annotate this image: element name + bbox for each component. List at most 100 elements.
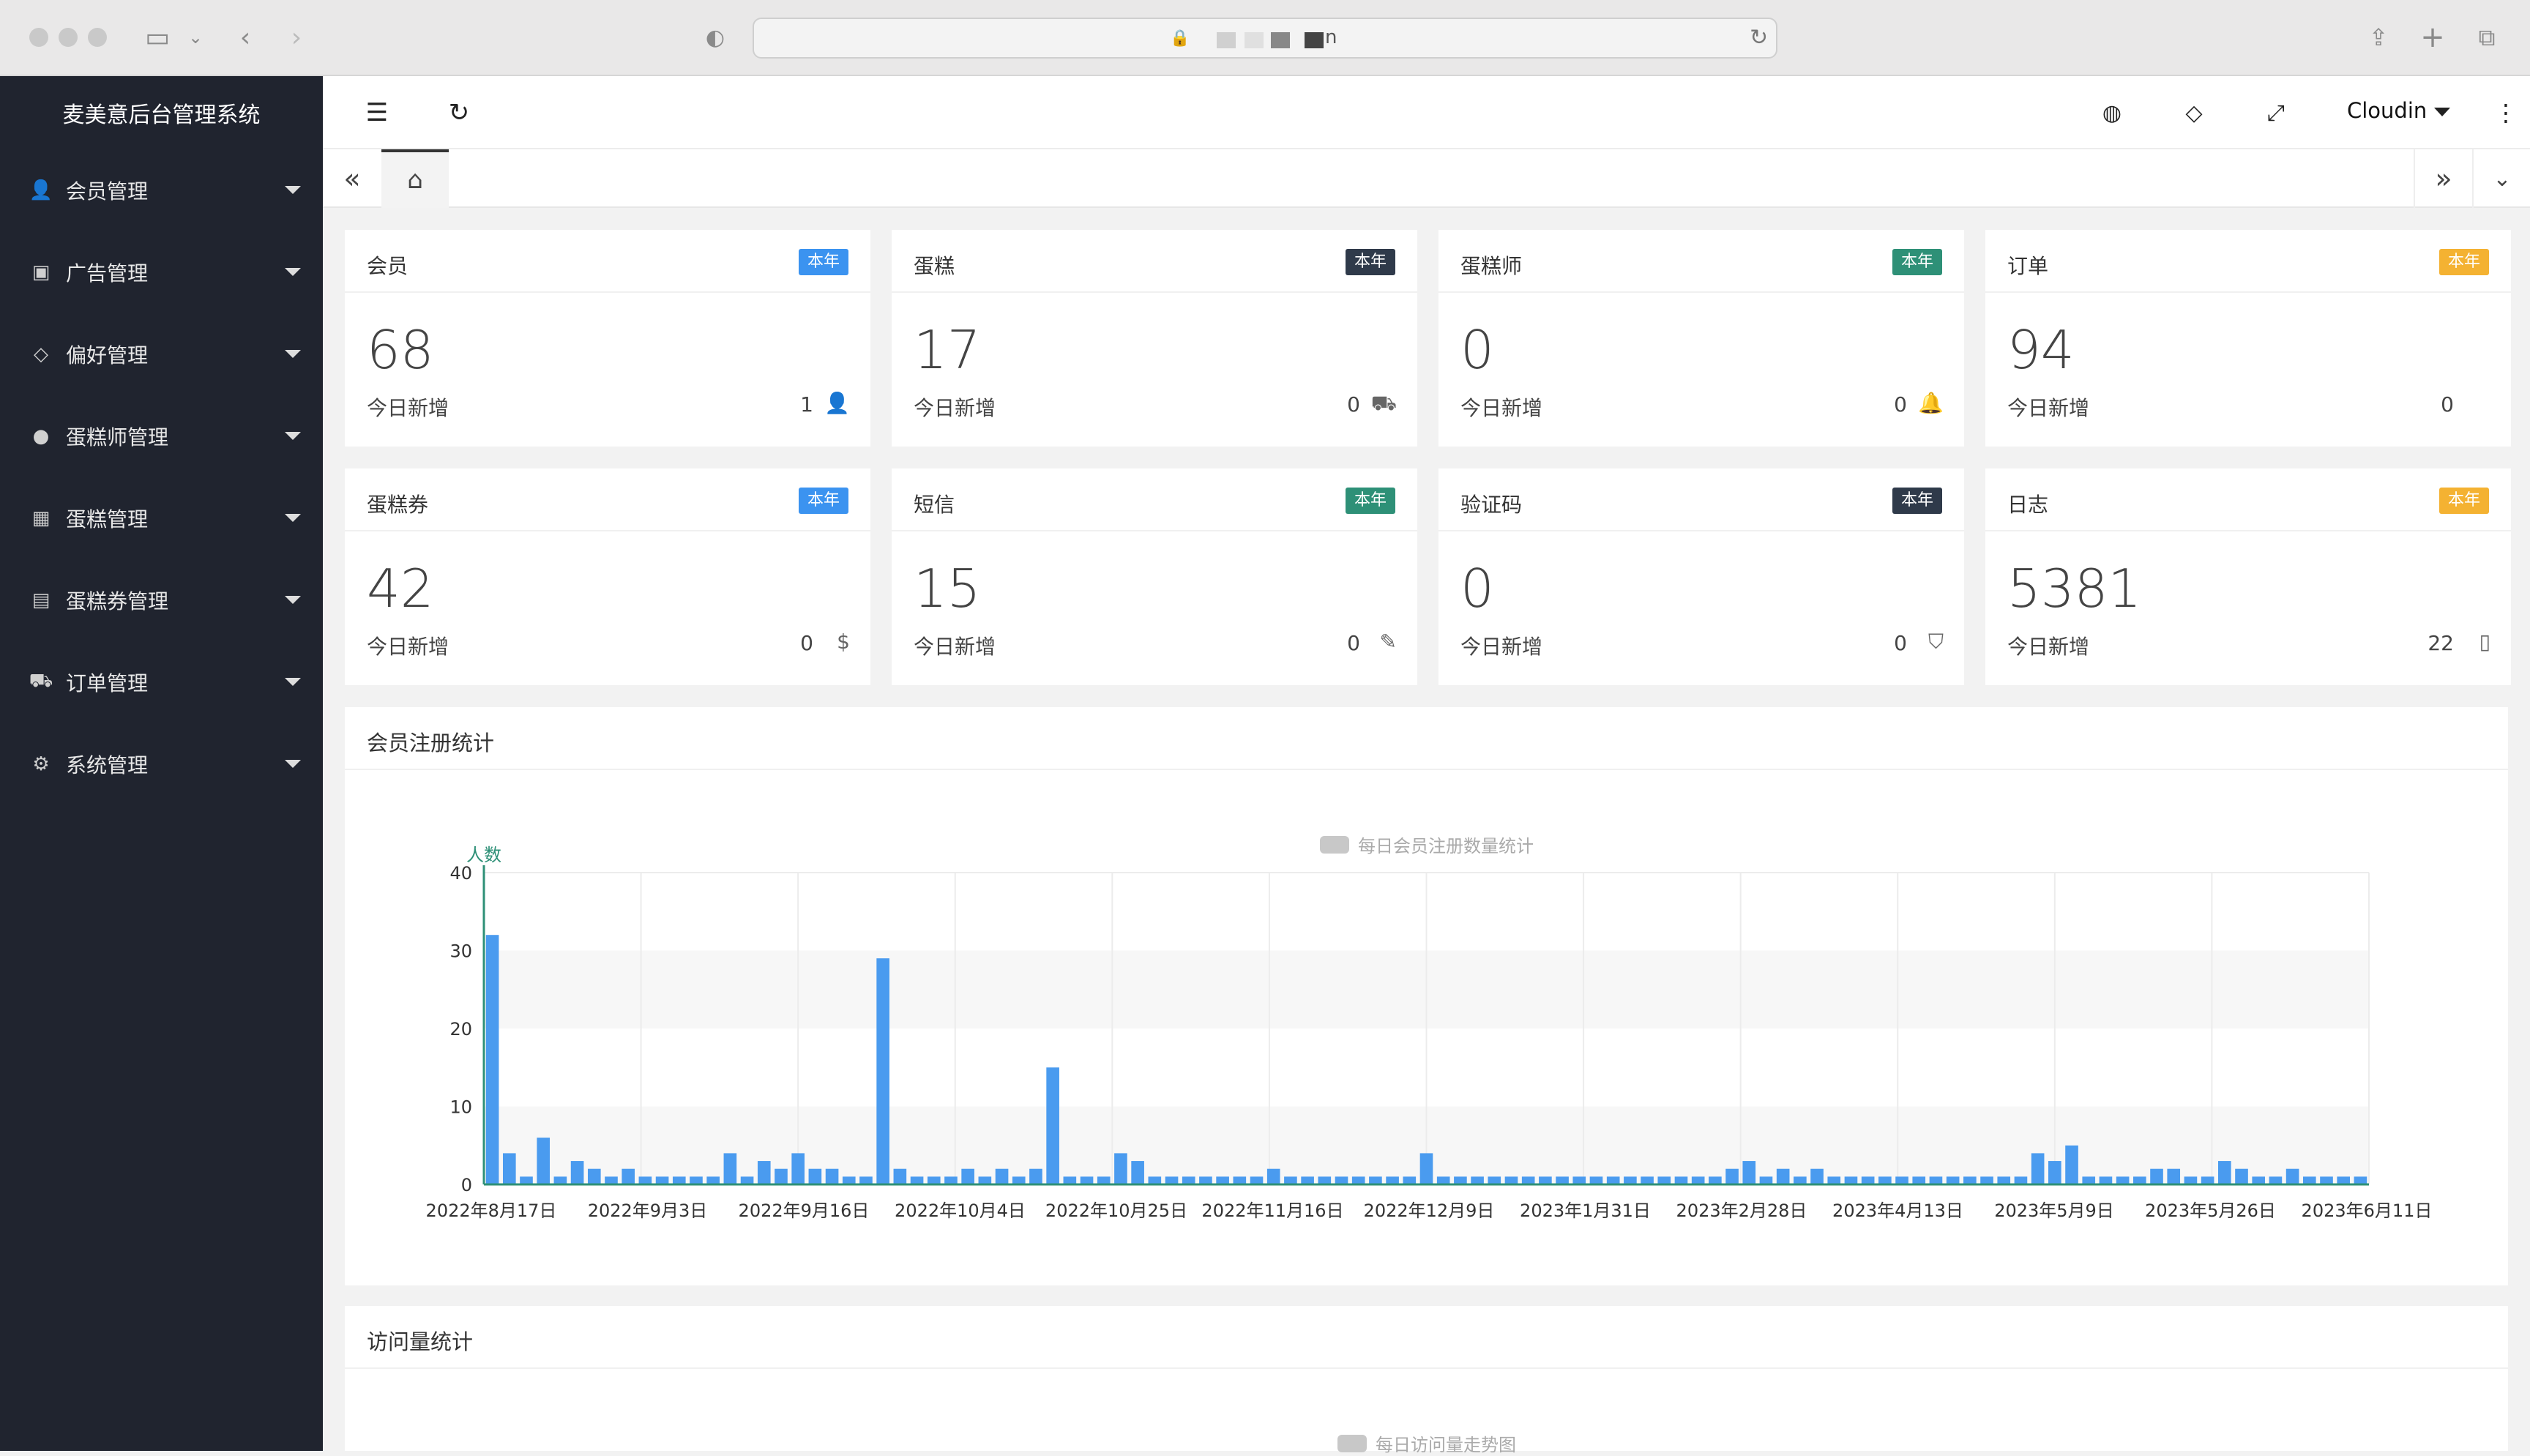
x-tick-label: 2022年9月16日 (739, 1201, 870, 1221)
chart-bar (1794, 1176, 1807, 1184)
chart-bar (2285, 1168, 2299, 1184)
chart-bar (1572, 1176, 1586, 1184)
redacted-url-block (1271, 32, 1290, 48)
sidebar-item-label: 偏好管理 (66, 343, 149, 367)
sidebar-item-4[interactable]: ▦ 蛋糕管理 (0, 477, 323, 559)
sidebar-item-label: 订单管理 (66, 671, 149, 695)
sidebar-item-7[interactable]: ⚙ 系统管理 (0, 723, 323, 805)
user-menu[interactable]: Cloudin (2347, 98, 2451, 123)
chart-bar (1436, 1176, 1450, 1184)
chart-bar (622, 1168, 635, 1184)
chart-bar (570, 1161, 584, 1184)
tabs-scroll-left-icon[interactable]: « (343, 163, 361, 195)
gear-icon: ⚙ (32, 753, 50, 775)
caret-down-icon (285, 186, 301, 194)
x-tick-label: 2023年5月9日 (1994, 1201, 2114, 1221)
reload-icon[interactable]: ↻ (1750, 25, 1769, 51)
tab-bar: « ⌂ » ⌄ (323, 149, 2530, 208)
tab-overview-icon[interactable]: ⧉ (2478, 23, 2496, 51)
dollar-icon: $ (837, 630, 850, 654)
chart-bar (1674, 1176, 1688, 1184)
chart-bar (1182, 1176, 1195, 1184)
caret-down-icon (285, 268, 301, 276)
sidebar-item-label: 会员管理 (66, 179, 149, 204)
chart-bar (706, 1176, 720, 1184)
lock-icon: 🔒 (1170, 29, 1190, 48)
panel-title: 访问量统计 (367, 1329, 474, 1354)
chevron-down-icon[interactable]: ⌄ (187, 27, 204, 48)
tab-home[interactable]: ⌂ (381, 149, 449, 208)
chart-bar (2302, 1176, 2316, 1184)
sidebar-item-1[interactable]: ▣ 广告管理 (0, 231, 323, 313)
sidebar-item-6[interactable]: ⛟ 订单管理 (0, 641, 323, 723)
chart-legend[interactable]: 每日会员注册数量统计 (1320, 832, 1534, 857)
card-value: 0 (1460, 319, 1494, 381)
tabs-menu-chevron-icon[interactable]: ⌄ (2472, 149, 2530, 208)
chart-bar (2269, 1176, 2283, 1184)
chart-bar (1929, 1176, 1943, 1184)
user-name: Cloudin (2347, 98, 2428, 123)
forward-icon[interactable]: › (291, 22, 302, 53)
sidebar-item-5[interactable]: ▤ 蛋糕券管理 (0, 559, 323, 641)
tabs-scroll-right-icon[interactable]: » (2414, 149, 2472, 208)
caret-down-icon (2434, 108, 2451, 116)
chart-bar (1403, 1176, 1417, 1184)
app-title: 麦美意后台管理系统 (62, 102, 261, 128)
chart-bar (2252, 1176, 2266, 1184)
share-icon[interactable]: ⇪ (2368, 23, 2389, 51)
period-badge: 本年 (2438, 249, 2489, 275)
chart-bar (1114, 1153, 1127, 1184)
chart-bar (1131, 1161, 1144, 1184)
card-title: 蛋糕师 (1460, 254, 1523, 278)
chart-bar (1844, 1176, 1858, 1184)
bell-icon: 🔔 (1918, 391, 1944, 415)
period-badge: 本年 (1345, 488, 1395, 514)
chart-legend[interactable]: 每日访问量走势图 (1337, 1430, 1516, 1456)
new-tab-icon[interactable]: + (2420, 20, 2445, 54)
legend-swatch (1337, 1434, 1367, 1452)
tag-icon[interactable]: ◇ (2185, 100, 2203, 126)
x-tick-label: 2022年10月25日 (1045, 1201, 1187, 1221)
chart-bar (1029, 1168, 1042, 1184)
chart-bar (757, 1161, 771, 1184)
today-count: 0 (1894, 392, 1907, 417)
sidebar-item-0[interactable]: 👤 会员管理 (0, 149, 323, 231)
stat-card: 蛋糕师 本年 0 今日新增 0 🔔 (1438, 230, 1964, 447)
more-icon[interactable]: ⋮ (2494, 99, 2518, 127)
chart-bar (944, 1176, 958, 1184)
card-sub-label: 今日新增 (914, 396, 996, 420)
x-tick-label: 2022年9月3日 (588, 1201, 708, 1221)
chart-bar (2167, 1168, 2181, 1184)
fullscreen-icon[interactable]: ⤢ (2267, 100, 2285, 126)
chart-bar (1776, 1168, 1790, 1184)
chart-bar (1691, 1176, 1705, 1184)
card-value: 68 (367, 319, 434, 381)
chart-bar (587, 1168, 601, 1184)
chart-bar (1759, 1176, 1773, 1184)
sidebar-item-2[interactable]: ◇ 偏好管理 (0, 313, 323, 395)
chart-bar (1250, 1176, 1264, 1184)
sidebar-item-3[interactable]: ● 蛋糕师管理 (0, 395, 323, 477)
minimize-window-button[interactable] (59, 28, 78, 47)
chart-bar (655, 1176, 669, 1184)
apps-icon: ▦ (31, 507, 51, 529)
y-tick-label: 0 (461, 1175, 472, 1195)
collapse-menu-icon[interactable]: ☰ (365, 98, 389, 127)
chart-bar (1080, 1176, 1094, 1184)
chart-bar (1369, 1176, 1382, 1184)
tag-icon: ◇ (34, 343, 48, 365)
chart-bar (1997, 1176, 2011, 1184)
back-icon[interactable]: ‹ (239, 22, 251, 53)
chart-bar (1046, 1067, 1059, 1184)
sidebar-toggle-icon[interactable]: ▭ (144, 22, 170, 53)
chart-bar (2065, 1145, 2078, 1184)
close-window-button[interactable] (29, 28, 48, 47)
x-tick-label: 2023年1月31日 (1520, 1201, 1651, 1221)
zoom-window-button[interactable] (88, 28, 107, 47)
chart-bar (808, 1168, 822, 1184)
refresh-icon[interactable]: ↻ (448, 98, 470, 127)
chart-bar (1266, 1168, 1280, 1184)
palette-icon[interactable]: ◍ (2102, 100, 2122, 126)
address-bar[interactable]: 🔒 n ↻ (753, 18, 1777, 59)
chart-bar (1165, 1176, 1179, 1184)
